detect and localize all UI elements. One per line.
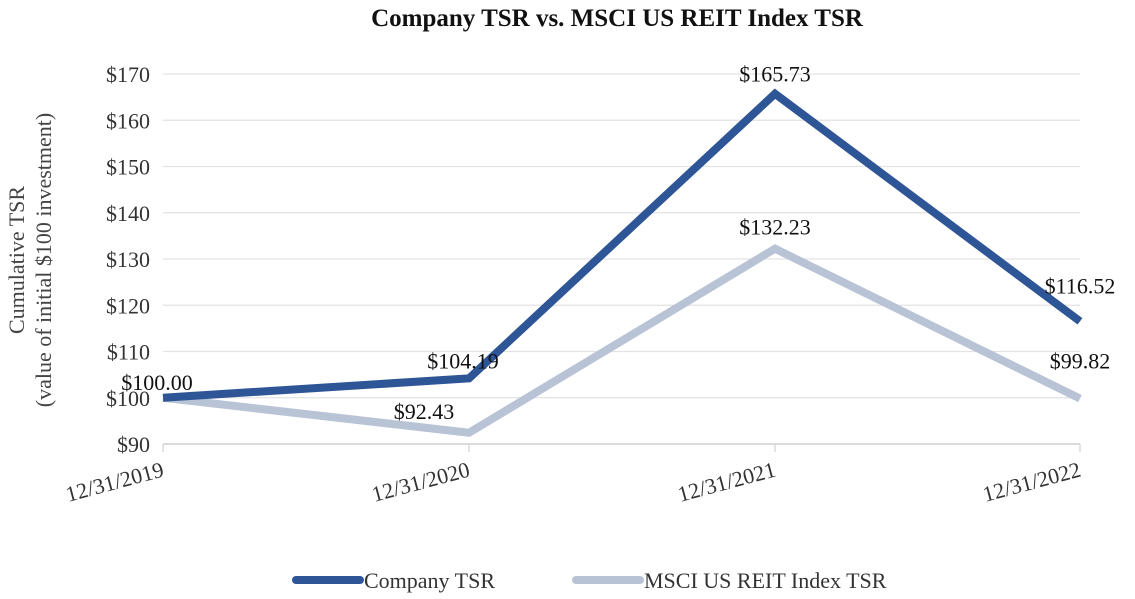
y-tick-label: $170: [106, 62, 150, 87]
y-tick-label: $130: [106, 247, 150, 272]
y-tick-label: $140: [106, 201, 150, 226]
legend-label-company: Company TSR: [364, 568, 495, 593]
y-tick-label: $90: [117, 432, 150, 457]
x-tick-label: 12/31/2021: [675, 457, 778, 507]
x-tick-label: 12/31/2019: [63, 457, 166, 507]
y-axis-subtitle: (value of initial $100 investment): [31, 113, 56, 408]
x-tick-label: 12/31/2022: [980, 457, 1083, 507]
y-tick-label: $160: [106, 108, 150, 133]
y-axis-ticks: $90 $100 $110 $120 $130 $140 $150 $160 $170: [106, 62, 150, 457]
legend: Company TSR MSCI US REIT Index TSR: [292, 568, 887, 593]
data-label-company: $116.52: [1045, 273, 1116, 298]
data-label-company: $165.73: [739, 62, 811, 87]
series-line-msci-reit: [162, 244, 1082, 437]
data-label-msci: $99.82: [1050, 349, 1111, 374]
y-tick-label: $110: [107, 340, 150, 365]
x-axis-ticks: 12/31/2019 12/31/2020 12/31/2021 12/31/2022: [63, 444, 1083, 507]
y-axis-title: Cumulative TSR: [4, 186, 29, 334]
y-tick-label: $100: [106, 386, 150, 411]
y-tick-label: $120: [106, 293, 150, 318]
chart-title: Company TSR vs. MSCI US REIT Index TSR: [371, 5, 864, 32]
series: [162, 88, 1083, 437]
data-label-msci: $132.23: [739, 215, 811, 240]
data-labels: $100.00 $104.19 $165.73 $116.52 $92.43 $132.2…: [121, 62, 1115, 424]
data-label-msci: $92.43: [394, 399, 455, 424]
series-line-company-tsr: [162, 88, 1083, 402]
y-tick-label: $150: [106, 155, 150, 180]
grid: [163, 73, 1080, 445]
x-tick-label: 12/31/2020: [369, 457, 472, 507]
data-label-company: $104.19: [427, 348, 499, 373]
legend-label-msci: MSCI US REIT Index TSR: [644, 568, 887, 593]
data-label-company: $100.00: [121, 370, 193, 395]
